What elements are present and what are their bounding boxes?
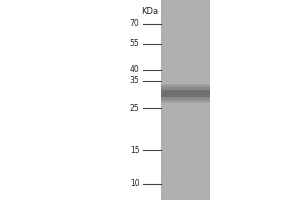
Text: 10: 10 xyxy=(130,179,140,188)
Text: 40: 40 xyxy=(130,65,140,74)
Bar xyxy=(160,0,210,200)
Bar xyxy=(160,90,210,97)
Bar xyxy=(160,84,210,103)
Text: 25: 25 xyxy=(130,104,140,113)
Text: 70: 70 xyxy=(130,19,140,28)
Bar xyxy=(160,87,210,100)
Text: 55: 55 xyxy=(130,39,140,48)
Text: 35: 35 xyxy=(130,76,140,85)
Text: 15: 15 xyxy=(130,146,140,155)
Text: KDa: KDa xyxy=(141,7,159,17)
Bar xyxy=(160,85,210,102)
